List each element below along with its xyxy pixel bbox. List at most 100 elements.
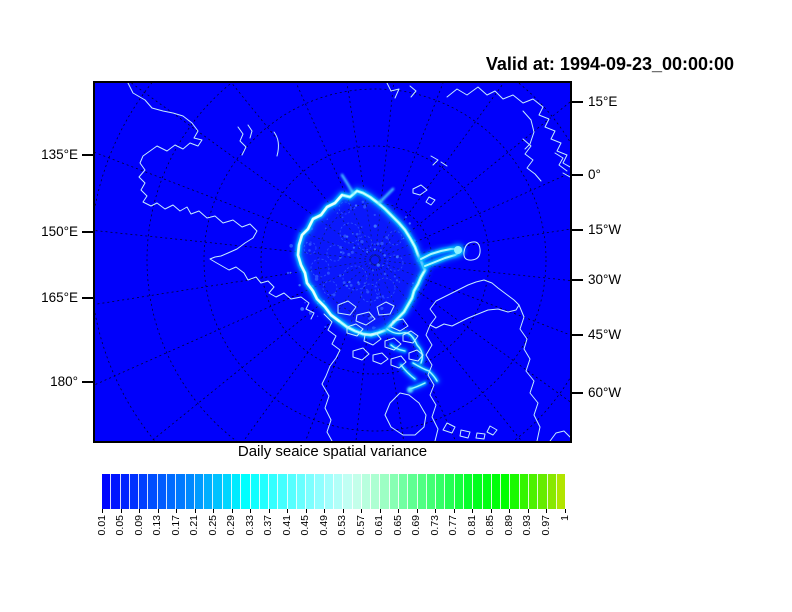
colorbar-tick-label: 1 [558, 515, 571, 521]
ice-texture-dot [376, 242, 380, 246]
colorbar-segment [380, 474, 390, 509]
parallel-circle [203, 88, 547, 432]
ice-texture-dot [345, 235, 349, 238]
colorbar-tick [268, 509, 270, 513]
ice-texture-dot [342, 251, 345, 255]
colorbar-tick [305, 509, 307, 513]
colorbar-segment [213, 474, 223, 509]
parallel-circle [260, 145, 490, 375]
ice-texture-dot [380, 306, 384, 311]
ice-texture-dot [398, 281, 400, 283]
colorbar-segment [538, 474, 548, 509]
ice-texture-dot [380, 241, 384, 246]
left-axis-label: 135°E [41, 147, 78, 162]
colorbar-segment [120, 474, 130, 509]
ice-contour-ring [338, 201, 352, 215]
colorbar-segment [222, 474, 232, 509]
colorbar-tick [139, 509, 141, 513]
ice-texture-dot [404, 216, 408, 219]
ice-texture-dot [361, 200, 365, 204]
colorbar-tick-label: 0.45 [299, 515, 312, 536]
colorbar-segment [436, 474, 446, 509]
colorbar-tick-label: 0.41 [280, 515, 293, 536]
right-axis-label: 45°W [588, 327, 622, 342]
colorbar-segment [315, 474, 325, 509]
meridian-line [375, 263, 405, 441]
ice-texture-dot [336, 212, 339, 215]
ice-texture-dot [395, 279, 399, 282]
ice-texture-dot [381, 295, 384, 298]
right-axis-label: 30°W [588, 272, 622, 287]
left-axis-tick [82, 381, 95, 383]
ice-texture-dot [347, 252, 351, 257]
colorbar-tick-label: 0.97 [539, 515, 552, 536]
meridian-line [130, 83, 372, 258]
colorbar-segment [231, 474, 242, 509]
ice-contour-ring [322, 280, 338, 296]
colorbar-segment [102, 474, 112, 509]
colorbar-tick-label: 0.49 [317, 515, 330, 536]
meridian-line [346, 83, 375, 257]
colorbar-tick [527, 509, 529, 513]
islands-svalbard [412, 184, 436, 206]
colorbar-segment [139, 474, 149, 509]
colorbar-segment [482, 474, 492, 509]
left-axis-label: 180° [50, 374, 78, 389]
ice-texture-dot [286, 271, 290, 275]
colorbar-segment [194, 474, 205, 509]
ice-texture-dot [357, 281, 360, 284]
colorbar-caption: Daily seaice spatial variance [237, 443, 428, 460]
colorbar-tick-label: 0.25 [206, 515, 219, 536]
great-lakes [442, 422, 498, 440]
coast-alaska [321, 313, 341, 441]
colorbar-segment [148, 474, 158, 509]
right-axis-tick [570, 101, 583, 103]
colorbar-segment [166, 474, 177, 509]
right-axis-label: 0° [588, 167, 601, 182]
ice-texture-dot [371, 269, 374, 272]
islands-kola [430, 152, 570, 178]
ice-texture-dot [408, 222, 411, 225]
figure-title: Valid at: 1994-09-23_00:00:00 [485, 54, 735, 74]
ice-texture-dot [308, 242, 312, 246]
colorbar-segment [556, 474, 566, 509]
colorbar-segment [501, 474, 511, 509]
meridian-line [378, 228, 570, 260]
colorbar-segment [324, 474, 335, 509]
ice-texture-dot [360, 240, 364, 244]
colorbar-segment [547, 474, 557, 509]
meridian-line [377, 262, 523, 441]
colorbar-tick-label: 0.69 [410, 515, 423, 536]
seaice-variance-ring [286, 173, 465, 393]
right-axis-label: 60°W [588, 385, 622, 400]
colorbar-tick-label: 0.93 [521, 515, 534, 536]
colorbar-segment [334, 474, 344, 509]
meridian-line [375, 83, 394, 257]
meridian-line [95, 260, 372, 305]
ice-texture-dot [314, 277, 319, 281]
ice-texture-dot [354, 204, 358, 207]
ice-texture-dot [341, 216, 344, 219]
coast-white-sea [522, 138, 542, 182]
colorbar-tick [379, 509, 381, 513]
colorbar-tick-label: 0.61 [373, 515, 386, 536]
colorbar-segment [287, 474, 297, 509]
colorbar-tick-label: 0.73 [428, 515, 441, 536]
meridian-line [377, 83, 505, 257]
colorbar-tick-label: 0.05 [114, 515, 127, 536]
islands-canadian-archipelago [337, 300, 424, 369]
colorbar [102, 474, 566, 509]
colorbar-segment [241, 474, 251, 509]
ice-texture-dot [366, 250, 369, 253]
meridian-line [295, 83, 374, 257]
colorbar-tick [213, 509, 215, 513]
left-axis-tick [82, 154, 95, 156]
left-axis-tick [82, 231, 95, 233]
colorbar-tick [120, 509, 122, 513]
meridian-line [150, 262, 373, 441]
meridian-line [231, 83, 373, 258]
ice-texture-dot [348, 280, 351, 284]
colorbar-tick [250, 509, 252, 513]
colorbar-tick [416, 509, 418, 513]
colorbar-segment [296, 474, 307, 509]
